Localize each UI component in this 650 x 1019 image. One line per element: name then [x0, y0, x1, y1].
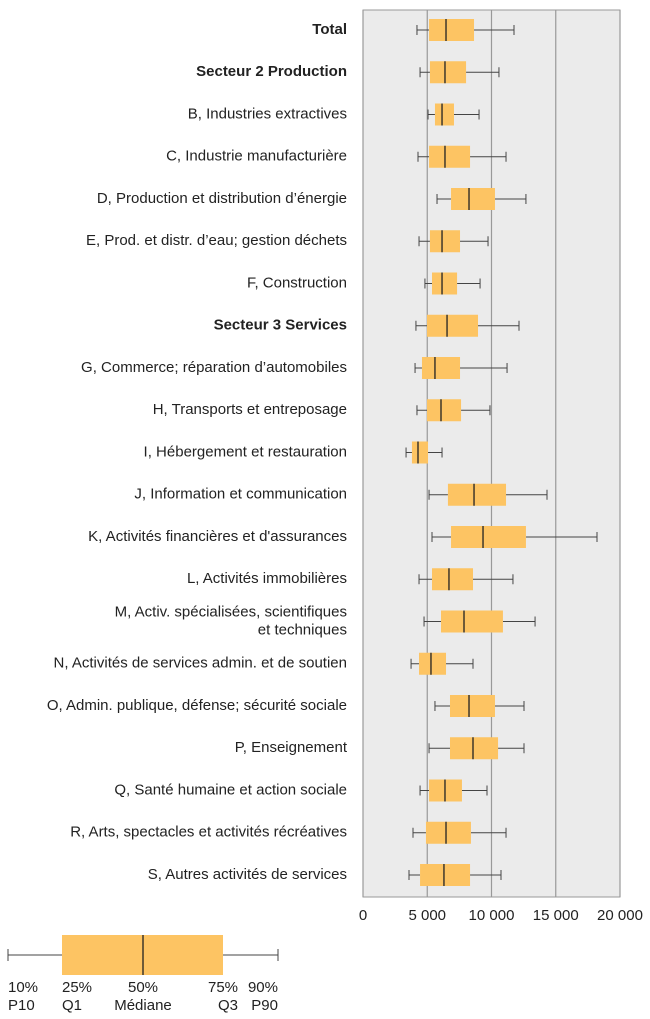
category-label: Secteur 2 Production: [196, 63, 347, 80]
label-line: et techniques: [258, 621, 347, 638]
legend-label: P10: [8, 997, 35, 1014]
box: [429, 145, 471, 168]
x-tick-label: 20 000: [597, 907, 643, 924]
legend-label: Médiane: [114, 997, 172, 1014]
legend-label: P90: [251, 997, 278, 1014]
category-label: M, Activ. spécialisées, scientifiques et …: [115, 603, 347, 638]
box: [429, 61, 467, 84]
category-label: Secteur 3 Services: [214, 317, 347, 334]
category-label: G, Commerce; réparation d’automobiles: [81, 359, 347, 376]
category-label: Q, Santé humaine et action sociale: [114, 781, 347, 798]
label-line: M, Activ. spécialisées, scientifiques: [115, 603, 347, 620]
box: [451, 526, 526, 548]
x-tick-label: 10 000: [469, 907, 515, 924]
category-label: F, Construction: [247, 274, 347, 291]
box: [432, 568, 473, 591]
category-label: L, Activités immobilières: [187, 570, 347, 587]
box: [426, 399, 462, 422]
box: [419, 652, 447, 675]
box: [447, 483, 507, 506]
box: [411, 441, 429, 464]
category-label: H, Transports et entreposage: [153, 401, 347, 418]
x-tick-label: 0: [359, 907, 367, 924]
box: [429, 230, 461, 253]
box: [426, 314, 479, 337]
category-label: E, Prod. et distr. d’eau; gestion déchet…: [86, 232, 347, 249]
category-label: N, Activités de services admin. et de so…: [54, 655, 347, 672]
category-label: Total: [312, 21, 347, 38]
box: [429, 19, 475, 41]
category-label: O, Admin. publique, défense; sécurité so…: [47, 697, 347, 714]
category-label: D, Production et distribution d’énergie: [97, 190, 347, 207]
x-tick-label: 5 000: [408, 907, 446, 924]
box: [449, 695, 495, 717]
box: [420, 864, 471, 886]
legend-percent: 90%: [248, 979, 278, 996]
category-label: P, Enseignement: [235, 739, 348, 756]
legend-percent: 50%: [128, 979, 158, 996]
box: [434, 103, 454, 126]
category-label: K, Activités financières et d'assurances: [88, 528, 347, 545]
legend-label: Q3: [218, 997, 238, 1014]
legend-percent: 25%: [62, 979, 92, 996]
category-label: C, Industrie manufacturière: [166, 148, 347, 165]
category-label: J, Information et communication: [134, 486, 347, 503]
legend-percent: 75%: [208, 979, 238, 996]
box: [449, 737, 499, 760]
category-label: I, Hébergement et restauration: [144, 443, 347, 460]
box: [425, 821, 471, 844]
category-label: S, Autres activités de services: [148, 866, 347, 883]
legend-label: Q1: [62, 997, 82, 1014]
legend-percent: 10%: [8, 979, 38, 996]
box: [421, 357, 461, 379]
category-label: R, Arts, spectacles et activités récréat…: [70, 824, 347, 841]
box: [440, 610, 503, 633]
category-label: B, Industries extractives: [188, 105, 347, 122]
box: [432, 272, 458, 295]
box: [451, 188, 495, 210]
x-tick-label: 15 000: [533, 907, 579, 924]
